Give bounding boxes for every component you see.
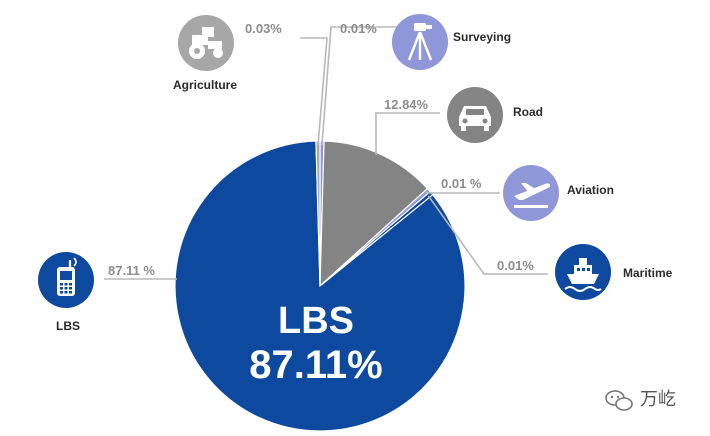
category-label-surveying: Surveying [453,30,511,44]
mobile-phone-icon [38,252,94,308]
data-label-lbs: 87.11 % [108,263,155,278]
wechat-icon [605,390,633,411]
watermark-text: 万屹 [640,389,676,409]
data-label-maritime: 0.01% [497,258,534,273]
pie-slices [174,140,466,432]
category-label-road: Road [513,105,543,119]
watermark: 万屹 [605,389,676,411]
chart-labels: 0.01% Surveying 12.84% Road 0.01 % Aviation 0.… [56,21,673,333]
ship-icon [555,244,611,300]
data-label-road: 12.84% [384,97,429,112]
data-label-agriculture: 0.03% [245,21,282,36]
center-label-value: 87.11% [249,343,382,387]
surveyor-tripod-icon [392,14,448,70]
leader-line-surveying [321,26,400,146]
center-label-category: LBS [278,300,354,342]
category-label-maritime: Maritime [623,266,673,280]
pie-slice-lbs [174,140,466,432]
data-label-surveying: 0.01% [340,21,377,36]
leader-line-road [375,112,440,155]
leader-line-maritime [427,195,548,275]
center-label: LBS 87.11% [249,300,382,387]
data-label-aviation: 0.01 % [441,176,482,191]
car-icon [447,87,503,143]
tractor-icon [178,15,234,71]
leader-line-agriculture [300,37,328,146]
category-label-lbs: LBS [56,319,80,333]
category-label-agriculture: Agriculture [173,78,237,92]
leader-lines [104,26,548,280]
category-label-aviation: Aviation [567,183,614,197]
pie-slice-road [319,140,429,288]
category-icons [38,14,611,308]
airplane-icon [503,165,559,221]
